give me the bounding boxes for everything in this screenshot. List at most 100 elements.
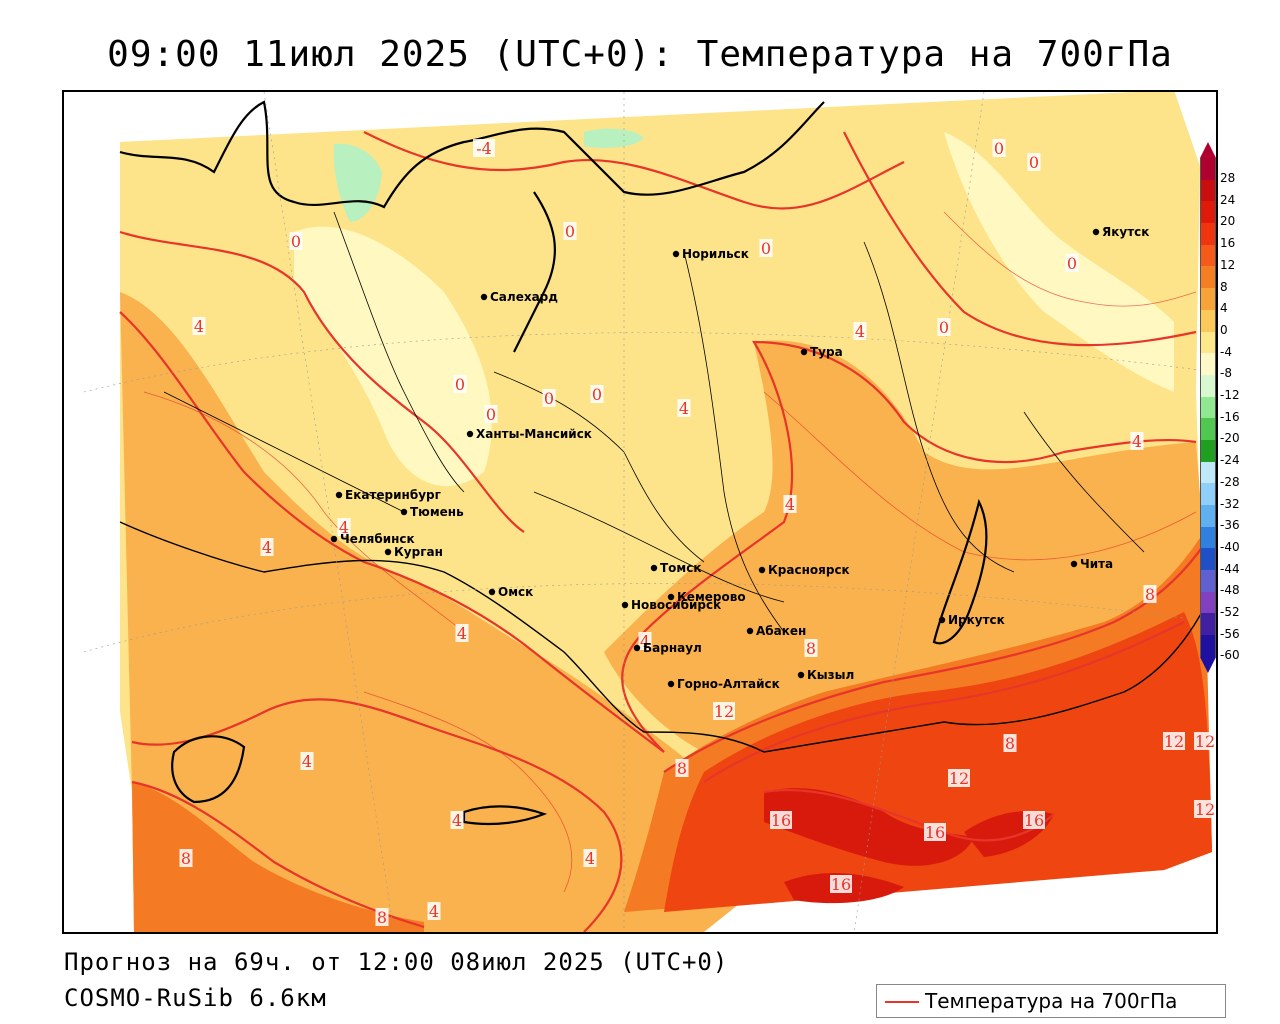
city-marker <box>480 293 488 301</box>
cities: Норильск Якутск Салехард Тура Ханты-Мансийск… <box>330 225 1149 691</box>
city-marker <box>466 430 474 438</box>
isoline-label: 4 <box>194 317 204 336</box>
city-label: Барнаул <box>643 641 702 655</box>
isoline-label-bg <box>1163 732 1185 750</box>
isoline-4-west <box>119 311 665 753</box>
legend: Температура на 700гПа <box>876 984 1226 1018</box>
isoline-label-bg <box>638 632 652 650</box>
national-border <box>119 521 1213 753</box>
city-marker <box>667 680 675 688</box>
isoline-label-bg <box>677 399 691 417</box>
city-marker <box>633 644 641 652</box>
legend-label: Температура на 700гПа <box>925 989 1178 1013</box>
isoline-label: 4 <box>452 811 462 830</box>
isoline-label-bg <box>473 139 495 157</box>
balkhash-lake <box>462 805 548 826</box>
regional-border-3 <box>683 251 785 633</box>
isoline-label-bg <box>289 232 303 250</box>
city-label: Тюмень <box>410 505 464 519</box>
isoline-label-bg <box>937 318 951 336</box>
isoline-label-bg <box>300 752 314 770</box>
isoline-label-bg <box>542 389 556 407</box>
isoline-label-bg <box>563 222 577 240</box>
isoline-label: 12 <box>1164 732 1184 751</box>
graticule-lat-1 <box>83 332 1215 393</box>
isoline-label-bg <box>759 239 773 257</box>
isoline-label-bg <box>1143 585 1157 603</box>
isoline-12 <box>703 621 1185 783</box>
isoline-label-bg <box>583 849 597 867</box>
regional-border-2 <box>493 371 705 563</box>
isoline-label-bg <box>1130 432 1144 450</box>
isoline-label-bg <box>192 317 206 335</box>
isoline-label: 8 <box>181 849 191 868</box>
scale-cell <box>1200 179 1216 202</box>
isoline-label: 0 <box>761 239 771 258</box>
scale-label: -52 <box>1220 605 1240 619</box>
city-marker <box>335 491 343 499</box>
isoline-label: 8 <box>1005 734 1015 753</box>
aral-sea <box>171 735 246 804</box>
isoline-label: 0 <box>592 385 602 404</box>
isoline-label: 8 <box>1145 585 1155 604</box>
city-marker <box>1092 228 1100 236</box>
city-label: Красноярск <box>768 563 850 577</box>
scale-cell <box>1200 439 1216 462</box>
thin-isoline-4 <box>943 211 1197 307</box>
isoline-label: 0 <box>994 139 1004 158</box>
city-marker <box>672 250 680 258</box>
regional-border-1 <box>333 211 465 493</box>
scale-cell <box>1200 244 1216 267</box>
scale-label: -16 <box>1220 409 1240 424</box>
scale-label: 8 <box>1220 279 1228 294</box>
isoline-label: 0 <box>455 375 465 394</box>
isoline-label: 16 <box>771 811 791 830</box>
isoline-label-bg <box>260 538 274 556</box>
scale-cell <box>1200 266 1216 289</box>
isoline-label-bg <box>590 385 604 403</box>
isoline-label: 8 <box>677 759 687 778</box>
isoline-label-bg <box>924 823 946 841</box>
temp-zone-16-20-a <box>764 788 974 866</box>
scale-label: -40 <box>1220 539 1240 554</box>
isoline-label: 16 <box>1024 811 1044 830</box>
scale-bottom-arrow <box>1200 656 1216 673</box>
isoline-label: 0 <box>1029 153 1039 172</box>
scale-label: -20 <box>1220 431 1240 446</box>
isoline-label-bg <box>337 518 351 536</box>
isoline-label: -4 <box>476 139 492 158</box>
city-label: Салехард <box>490 290 558 304</box>
scale-label: 16 <box>1220 236 1236 251</box>
isoline-label: 4 <box>785 495 795 514</box>
isoline-label-bg <box>992 139 1006 157</box>
isoline-label: 4 <box>855 322 865 341</box>
scale-cell <box>1200 613 1216 636</box>
regional-border-7 <box>1023 411 1145 553</box>
isoline-label-bg <box>1194 800 1216 818</box>
isoline-label-bg <box>1194 732 1216 750</box>
isoline-label-bg <box>675 759 689 777</box>
isoline-label: 4 <box>262 538 272 557</box>
city-marker <box>330 535 338 543</box>
ob-gulf-coast <box>513 191 556 353</box>
scale-label: -36 <box>1220 518 1240 533</box>
scale-cell <box>1200 548 1216 571</box>
city-label: Новосибирск <box>631 598 721 612</box>
isoline-label-bg <box>455 624 469 642</box>
temp-zone-4-8-west <box>120 292 804 932</box>
isoline-label: 8 <box>377 908 387 927</box>
graticule-lon-3 <box>853 92 985 932</box>
city-marker <box>746 627 754 635</box>
isoline-label: 4 <box>302 752 312 771</box>
city-label: Чита <box>1080 557 1113 571</box>
model-name: COSMO-RuSib 6.6км <box>64 984 327 1012</box>
color-scale: 28 24 20 16 12 8 4 0 -4 -8 -12 -16 -20 -24 -28 -32 -36 -4… <box>1200 142 1240 673</box>
city-marker <box>758 566 766 574</box>
scale-label: -12 <box>1220 388 1240 402</box>
isoline-label: 16 <box>925 823 945 842</box>
scale-cell <box>1200 570 1216 592</box>
isoline-label-bg <box>713 702 735 720</box>
city-label: Ханты-Мансийск <box>476 427 592 441</box>
isoline-label: 4 <box>585 849 595 868</box>
scale-label: 0 <box>1220 322 1228 337</box>
